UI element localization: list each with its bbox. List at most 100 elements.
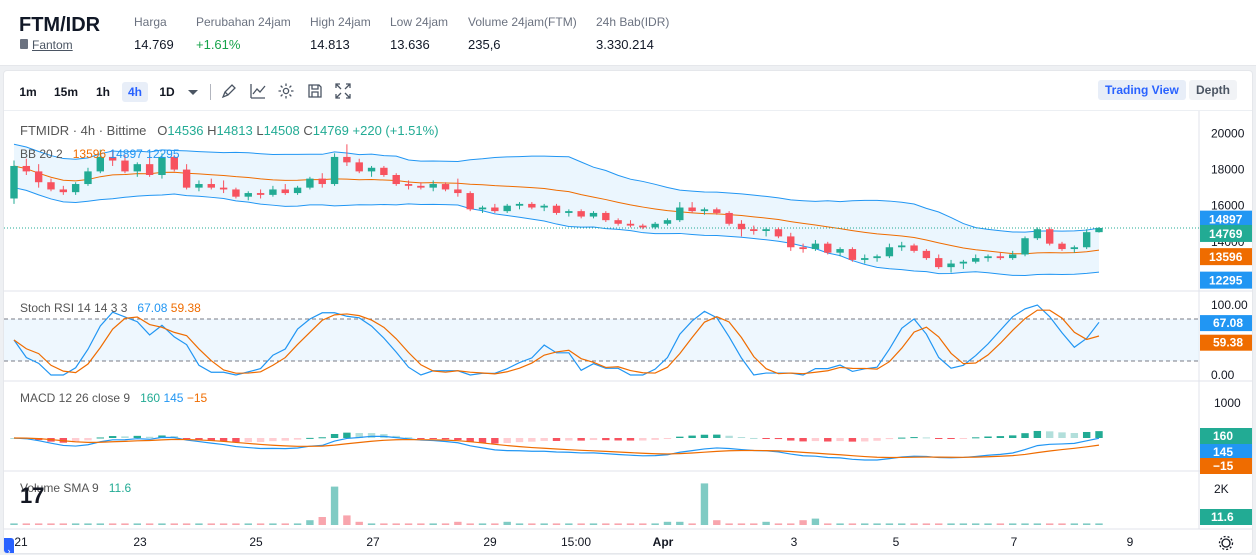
volume-bar: [59, 523, 68, 525]
macd-histogram-bar: [219, 438, 228, 442]
indicators-icon[interactable]: [249, 82, 267, 100]
macd-histogram-bar: [676, 436, 684, 438]
candle: [922, 250, 931, 259]
volume-bar: [293, 523, 302, 525]
volume-sma-value: 11.6: [108, 481, 132, 495]
volume-bar: [417, 523, 425, 525]
volume-bar: [737, 523, 746, 525]
candle: [96, 156, 105, 172]
candle: [1008, 254, 1017, 259]
macd-histogram-bar: [873, 438, 881, 441]
macd-histogram-bar: [503, 438, 511, 444]
volume-bar: [232, 523, 240, 525]
candle: [713, 209, 721, 213]
time-axis-label: 3: [791, 535, 798, 549]
macd-histogram-bar: [996, 436, 1005, 438]
coin-name-link[interactable]: Fantom: [20, 38, 73, 52]
macd-histogram-bar: [256, 438, 265, 443]
volume-bar: [133, 523, 141, 525]
candle: [663, 220, 672, 224]
macd-histogram-bar: [244, 438, 252, 443]
volume-bar: [441, 523, 450, 525]
candle: [158, 156, 166, 175]
volume-bar: [454, 521, 462, 525]
timeframe-1m[interactable]: 1m: [19, 85, 37, 99]
macd-histogram-bar: [700, 434, 709, 438]
fullscreen-icon[interactable]: [334, 82, 352, 100]
macd-histogram-bar: [466, 438, 474, 443]
chart-settings-icon[interactable]: [1218, 535, 1234, 551]
volume-bar: [1070, 523, 1079, 525]
macd-histogram-bar: [898, 437, 906, 439]
timeframe-1h[interactable]: 1h: [95, 85, 110, 99]
candle: [145, 164, 154, 175]
macd-histogram-bar: [602, 438, 610, 441]
macd-histogram-bar: [404, 437, 413, 439]
stoch-legend: Stoch RSI 14 14 3 3 67.08 59.38: [20, 301, 201, 315]
volume-bar: [565, 523, 573, 525]
candle: [22, 165, 31, 172]
timeframe-15m[interactable]: 15m: [53, 85, 79, 99]
volume-bar: [984, 523, 992, 525]
macd-histogram-bar: [984, 436, 992, 438]
badge-bb-basis: [1200, 248, 1252, 266]
volume-bar: [774, 523, 783, 525]
draw-pen-icon[interactable]: [220, 82, 238, 100]
candle: [762, 229, 770, 231]
time-axis-label: 21: [14, 535, 28, 549]
badge-last-price: [1200, 224, 1252, 242]
volume-bar: [367, 523, 376, 525]
macd-label: MACD 12 26 close 9: [20, 391, 131, 405]
timeframe-1d[interactable]: 1D: [159, 85, 175, 99]
macd-histogram-bar: [491, 438, 499, 444]
timeframe-4h[interactable]: 4h: [122, 82, 148, 102]
volume-bar: [84, 523, 92, 525]
badge-macd-hist: [1200, 428, 1252, 444]
candle: [1095, 227, 1103, 233]
macd-signal-line: [13, 437, 1100, 459]
candle: [799, 247, 807, 250]
macd-histogram-bar: [367, 433, 376, 438]
candle: [503, 205, 511, 212]
depth-button[interactable]: Depth: [1189, 80, 1237, 100]
time-axis-label: 5: [893, 535, 900, 549]
bb-upper-line: [13, 143, 1100, 233]
macd-histogram-bar: [207, 438, 215, 441]
macd-histogram-bar: [182, 438, 191, 439]
volume-bar: [688, 523, 696, 525]
chevron-down-icon[interactable]: [184, 83, 202, 101]
candle: [244, 193, 252, 197]
macd-histogram-bar: [1021, 433, 1029, 438]
candle: [836, 249, 844, 253]
stat-change-24h: Perubahan 24jam +1.61%: [196, 15, 291, 52]
volume-bar: [429, 523, 437, 525]
volume-label: Volume SMA 9: [20, 481, 99, 495]
bb-basis-value: 13596: [72, 147, 107, 161]
volume-axis-label: 2K: [1214, 482, 1229, 496]
pair-title: FTM/IDR: [19, 14, 101, 36]
side-panel-toggle[interactable]: ›: [4, 538, 14, 553]
stat-volume-24h: Volume 24jam(FTM) 235,6: [468, 15, 577, 52]
macd-histogram-bar: [565, 438, 573, 441]
candle: [232, 189, 240, 197]
candle: [577, 211, 585, 217]
trading-view-button[interactable]: Trading View: [1098, 80, 1186, 100]
candle: [108, 156, 117, 161]
volume-bar: [34, 523, 43, 525]
candle: [256, 193, 265, 195]
candle: [688, 207, 696, 212]
candle: [281, 189, 289, 194]
volume-bar: [725, 523, 733, 525]
macd-histogram-bar: [972, 437, 980, 439]
price-chart[interactable]: 2000018000160001400014897147691359612295…: [4, 111, 1253, 554]
bb-basis-line: [13, 165, 1100, 255]
volume-bar: [626, 523, 635, 525]
settings-gear-icon[interactable]: [277, 82, 295, 100]
macd-histogram-bar: [392, 435, 400, 438]
save-icon[interactable]: [306, 82, 324, 100]
macd-histogram-bar: [1095, 431, 1103, 438]
candle: [1070, 247, 1079, 250]
time-axis-label: Apr: [653, 535, 674, 549]
macd-line: [13, 435, 1100, 461]
candle: [528, 203, 536, 208]
